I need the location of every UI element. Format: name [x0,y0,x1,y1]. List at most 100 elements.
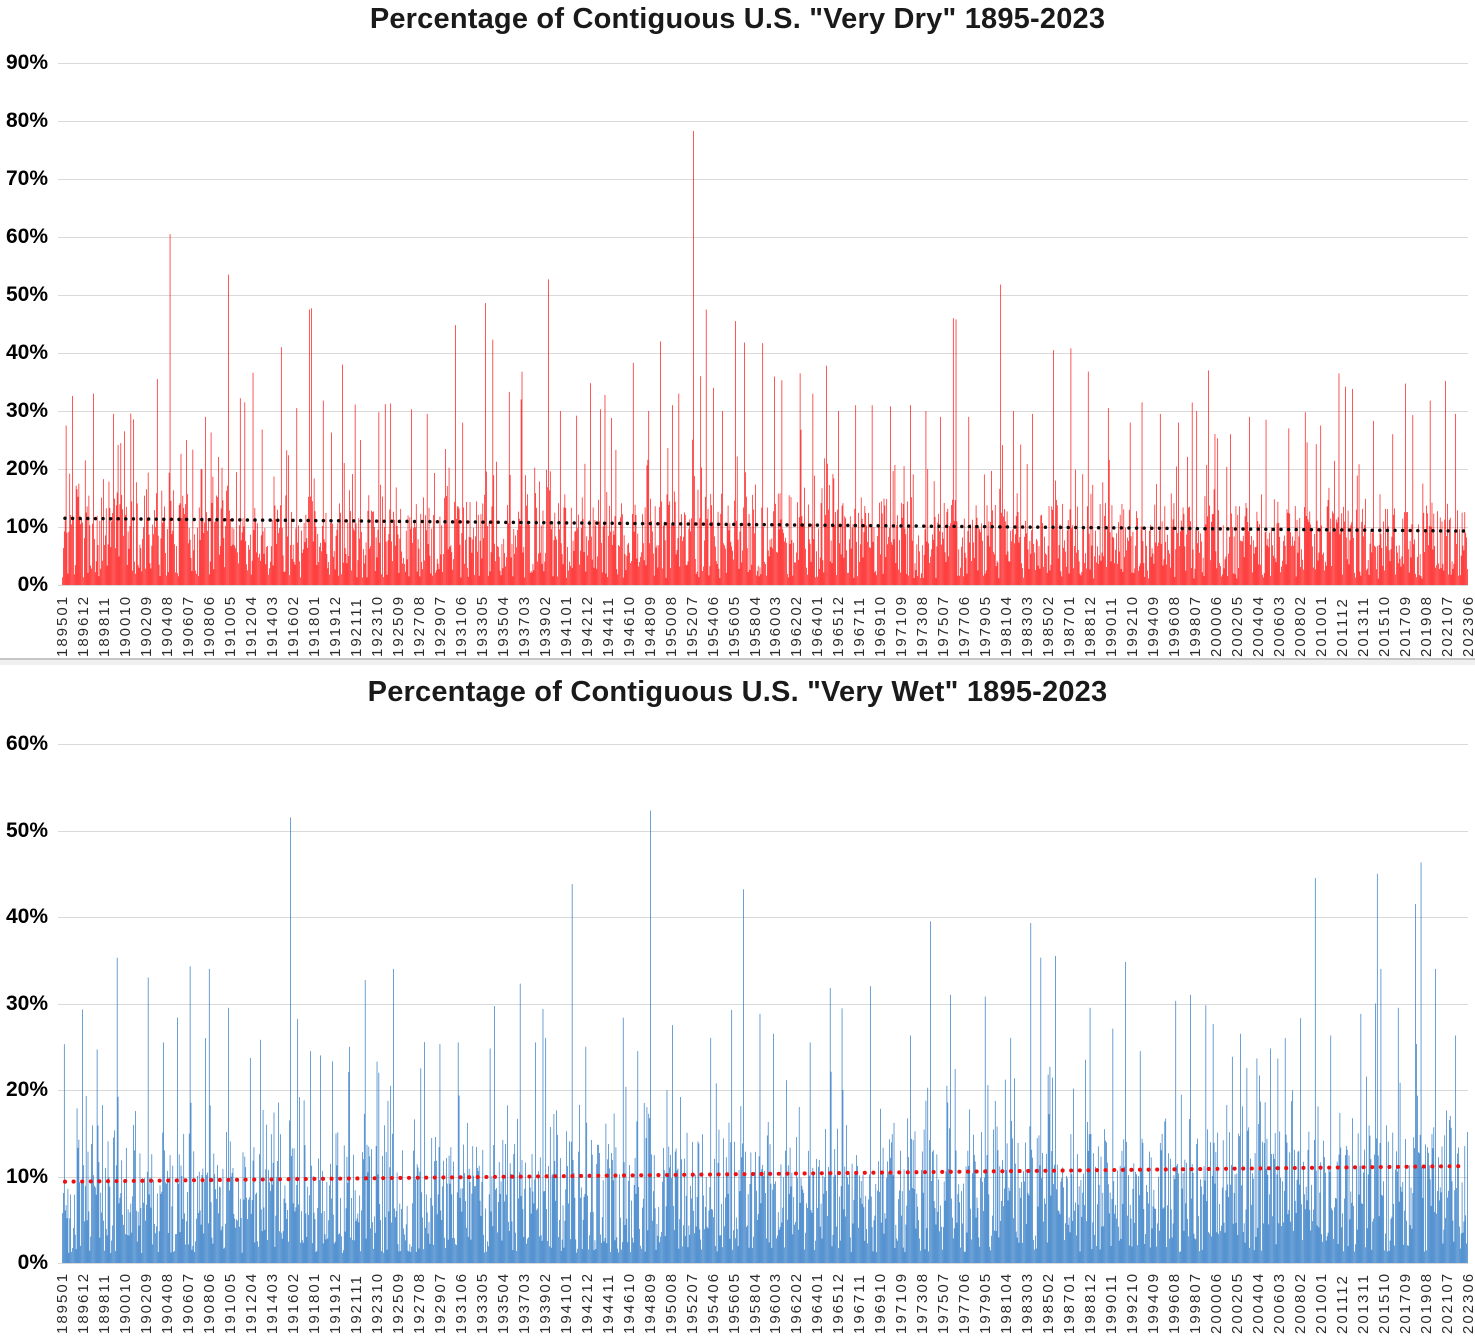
x-tick-label: 197905 [977,594,995,657]
x-tick-label: 191204 [243,594,261,657]
x-tick-label: 192708 [410,1271,428,1334]
x-tick-label: 196003 [767,594,785,657]
x-tick-label: 195804 [746,594,764,657]
x-tick-label: 199807 [1186,594,1204,657]
x-tick-label: 190209 [138,594,156,657]
x-tick-label: 200802 [1291,594,1309,657]
x-tick-label: 195406 [704,594,722,657]
x-tick-label: 191204 [243,1271,261,1334]
x-tick-label: 198812 [1082,1271,1100,1334]
x-tick-label: 189811 [96,596,114,657]
y-tick-label: 40% [5,341,48,364]
x-tick-label: 193106 [452,1271,470,1334]
x-tick-label: 191801 [306,1271,324,1334]
x-tick-label: 194411 [599,596,617,657]
x-tick-label: 198812 [1082,594,1100,657]
x-tick-label: 191912 [327,594,345,657]
x-tick-label: 200802 [1291,1271,1309,1334]
y-tick-label: 30% [5,399,48,422]
x-tick-label: 199011 [1103,1273,1121,1334]
x-tick-label: 201908 [1417,1271,1435,1334]
x-tick-label: 197308 [914,594,932,657]
x-tick-label: 191602 [285,1271,303,1334]
y-tick-label: 0% [17,1251,48,1274]
x-tick-label: 193504 [494,1271,512,1334]
x-tick-label: 196512 [830,594,848,657]
x-tick-label: 198502 [1040,594,1058,657]
x-tick-label: 196401 [809,1271,827,1334]
x-tick-label: 197706 [956,594,974,657]
x-tick-label: 190010 [117,1271,135,1334]
x-tick-label: 193504 [494,594,512,657]
x-tick-label: 197308 [914,1271,932,1334]
x-tick-label: 200603 [1270,1271,1288,1334]
x-tick-label: 198701 [1061,594,1079,657]
x-tick-label: 195406 [704,1271,722,1334]
x-tick-label: 199608 [1165,594,1183,657]
x-tick-label: 190408 [159,1271,177,1334]
x-tick-label: 190607 [180,1271,198,1334]
x-tick-label: 200006 [1207,594,1225,657]
x-tick-label: 194212 [578,1271,596,1334]
x-tick-label: 189811 [96,1273,114,1334]
x-tick-label: 193902 [536,594,554,657]
chart-divider-band [0,660,1475,665]
x-tick-label: 191005 [222,1271,240,1334]
x-tick-label: 196711 [851,1273,869,1334]
x-tick-label: 190607 [180,594,198,657]
y-tick-label: 80% [5,109,48,132]
y-tick-label: 90% [5,51,48,74]
x-tick-label: 196910 [872,594,890,657]
x-tick-label: 194809 [641,594,659,657]
x-tick-label: 200205 [1228,594,1246,657]
x-tick-label: 202306 [1459,594,1475,657]
x-tick-label: 190209 [138,1271,156,1334]
x-tick-label: 193305 [473,1271,491,1334]
x-tick-label: 200205 [1228,1271,1246,1334]
x-tick-label: 199807 [1186,1271,1204,1334]
x-tick-label: 198701 [1061,1271,1079,1334]
y-tick-label: 70% [5,167,48,190]
x-tick-label: 192111 [348,1274,366,1334]
x-tick-label: 191403 [264,594,282,657]
x-tick-label: 197905 [977,1271,995,1334]
x-tick-label: 192509 [389,1271,407,1334]
x-tick-label: 196910 [872,1271,890,1334]
x-tick-label: 201311 [1354,596,1372,657]
y-tick-label: 50% [5,283,48,306]
x-tick-label: 198104 [998,1271,1016,1334]
x-tick-label: 197109 [893,1271,911,1334]
y-tick-label: 20% [5,1078,48,1101]
x-tick-label: 197507 [935,1271,953,1334]
x-tick-label: 198303 [1019,594,1037,657]
x-tick-label: 190806 [201,1271,219,1334]
x-tick-label: 194101 [557,1271,575,1334]
x-tick-label: 201311 [1354,1273,1372,1334]
x-tick-label: 192310 [369,594,387,657]
x-tick-label: 190806 [201,594,219,657]
y-tick-label: 40% [5,905,48,928]
x-tick-label: 191403 [264,1271,282,1334]
x-tick-label: 202306 [1459,1271,1475,1334]
x-tick-label: 195605 [725,1271,743,1334]
x-tick-label: 201001 [1312,594,1330,657]
x-tick-label: 189612 [75,1271,93,1334]
x-tick-label: 197706 [956,1271,974,1334]
x-tick-label: 201709 [1396,594,1414,657]
x-tick-label: 198303 [1019,1271,1037,1334]
x-tick-label: 202107 [1438,1271,1456,1334]
chart-title-very-wet: Percentage of Contiguous U.S. "Very Wet"… [367,676,1108,708]
y-tick-label: 30% [5,991,48,1015]
x-tick-label: 196003 [767,1271,785,1334]
x-tick-label: 195605 [725,594,743,657]
x-tick-label: 202107 [1438,594,1456,657]
x-tick-label: 194809 [641,1271,659,1334]
x-tick-label: 199409 [1144,1271,1162,1334]
x-tick-label: 200006 [1207,1271,1225,1334]
x-tick-label: 195207 [683,594,701,657]
x-tick-label: 193106 [452,594,470,657]
x-tick-label: 194411 [599,1273,617,1334]
x-tick-label: 195804 [746,1271,764,1334]
